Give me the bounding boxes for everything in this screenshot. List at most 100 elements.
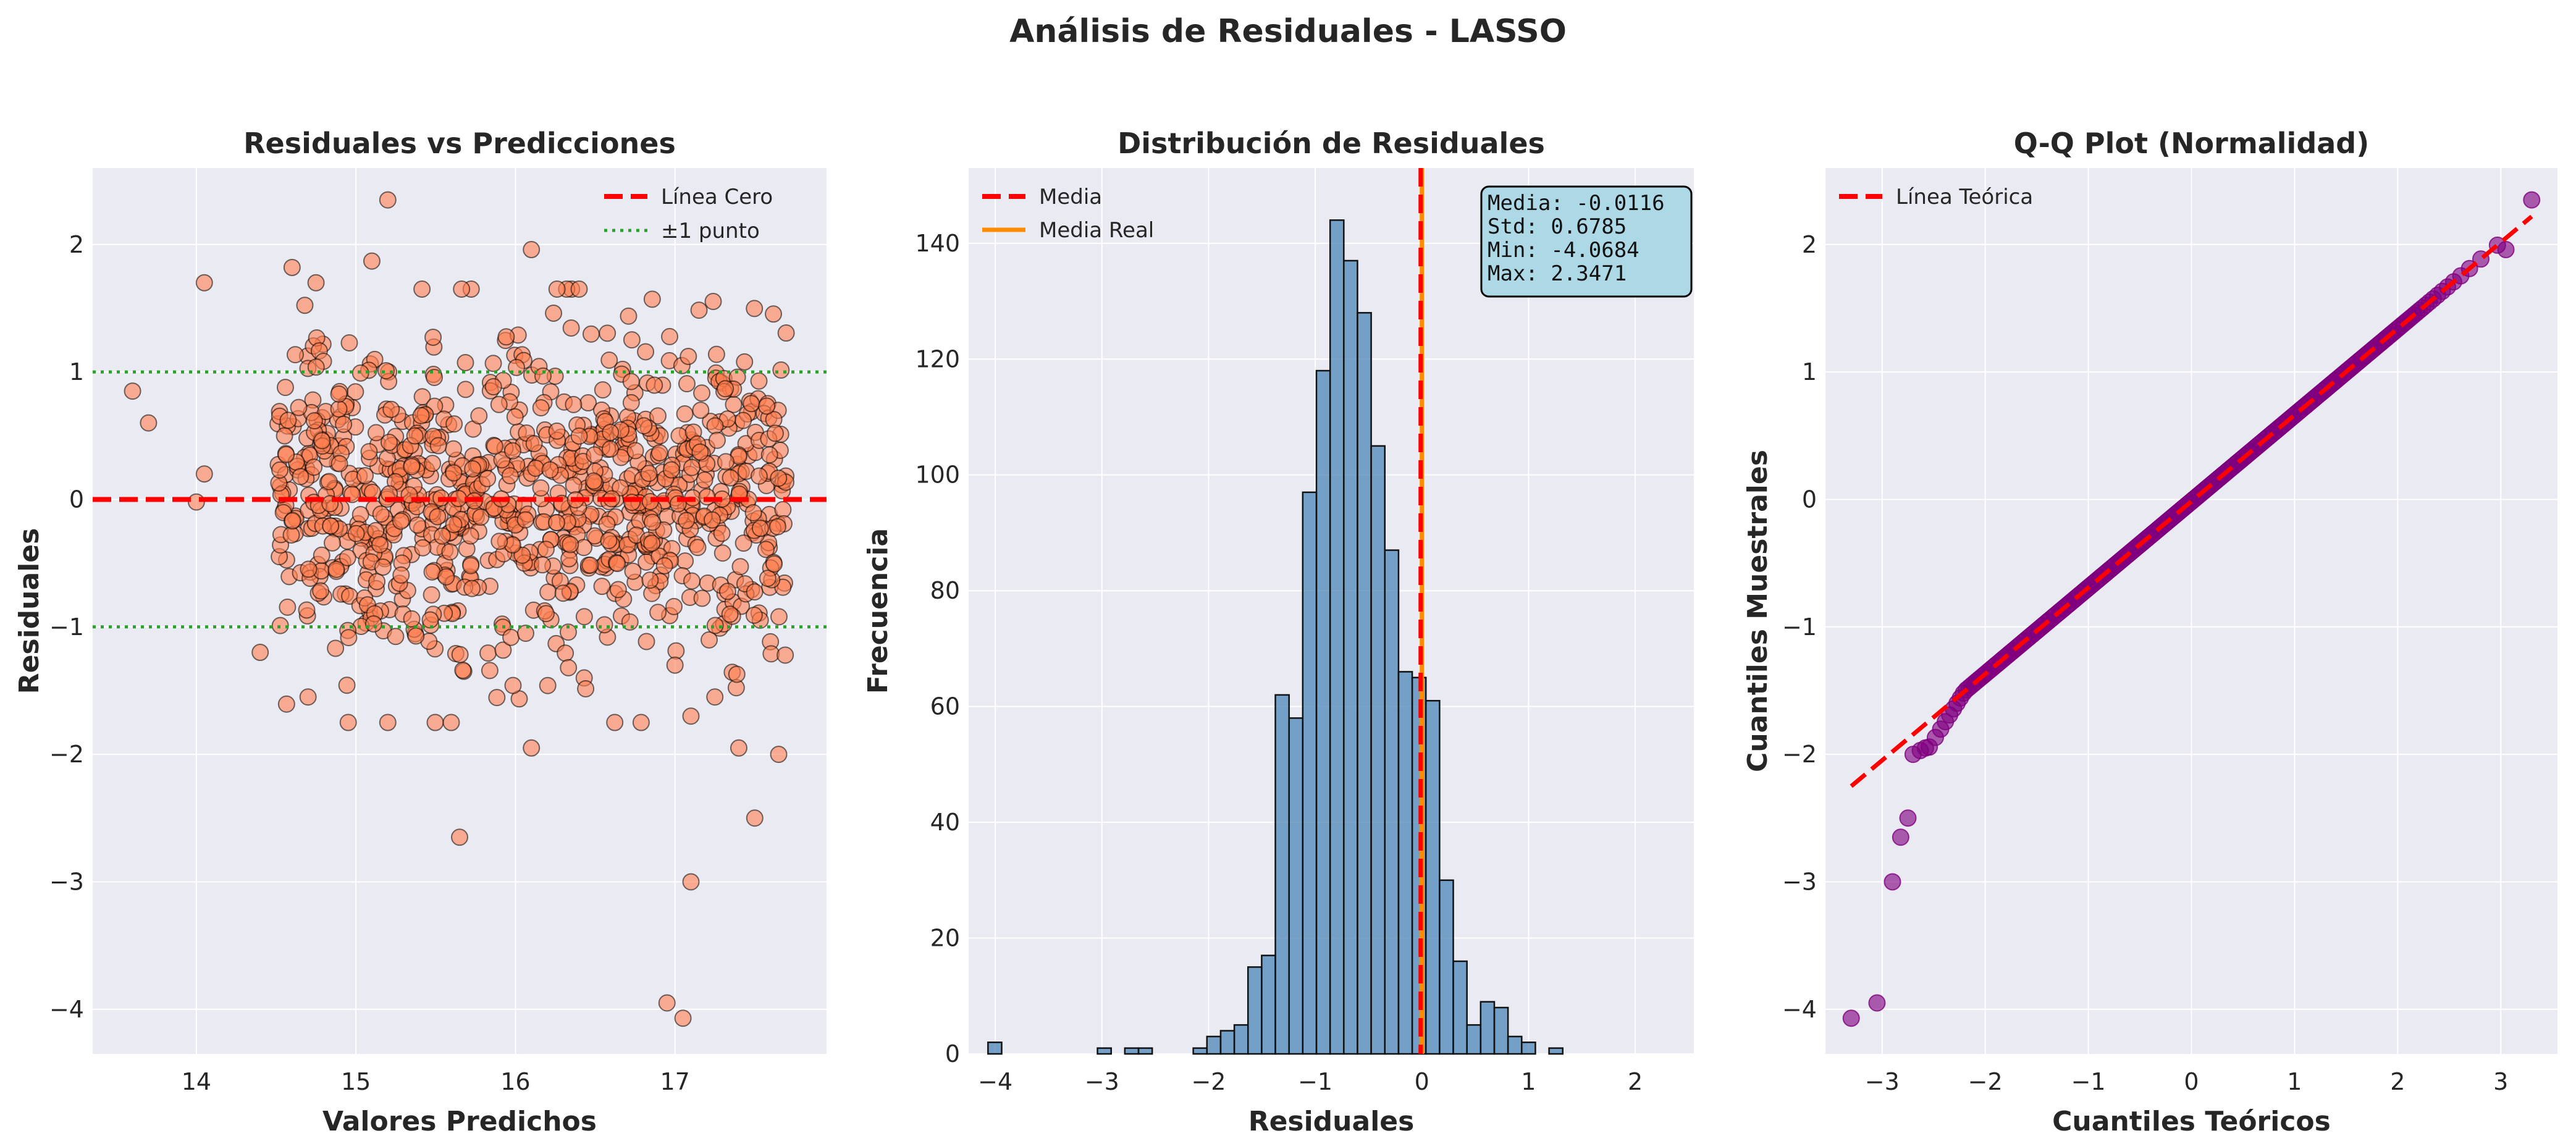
scatter-point bbox=[643, 534, 661, 552]
scatter-point bbox=[777, 646, 794, 664]
scatter-point bbox=[575, 608, 593, 626]
histogram-x-tick-label: −1 bbox=[1298, 1068, 1332, 1095]
residuals-scatter-x-tick-label: 16 bbox=[500, 1068, 530, 1095]
scatter-point bbox=[368, 573, 386, 591]
scatter-point bbox=[746, 809, 764, 827]
scatter-point bbox=[494, 641, 512, 659]
scatter-point bbox=[765, 555, 783, 573]
histogram-bar bbox=[1124, 1047, 1140, 1055]
scatter-point bbox=[523, 241, 541, 259]
qq-plot-y-tick-label: 2 bbox=[1802, 231, 1817, 258]
scatter-point bbox=[721, 605, 739, 623]
scatter-point bbox=[392, 512, 410, 530]
histogram-y-tick-label: 20 bbox=[930, 925, 960, 952]
scatter-point bbox=[632, 714, 650, 731]
histogram-bar bbox=[1397, 671, 1413, 1055]
scatter-point bbox=[461, 527, 479, 545]
histogram-bar bbox=[1425, 700, 1441, 1055]
scatter-point bbox=[637, 343, 655, 361]
scatter-point bbox=[284, 512, 301, 529]
histogram-y-tick-label: 80 bbox=[930, 577, 960, 604]
scatter-point bbox=[426, 714, 444, 731]
stats-line: Media: -0.0116 bbox=[1488, 191, 1665, 216]
scatter-point bbox=[484, 355, 502, 373]
scatter-point bbox=[713, 524, 731, 542]
qq-plot-x-tick-label: −2 bbox=[1968, 1068, 2003, 1095]
scatter-point bbox=[377, 362, 395, 380]
scatter-point bbox=[622, 373, 640, 390]
qq-point bbox=[1892, 828, 1909, 846]
scatter-point bbox=[527, 459, 545, 477]
scatter-point bbox=[599, 324, 617, 342]
scatter-point bbox=[548, 422, 566, 440]
scatter-point bbox=[547, 513, 565, 531]
scatter-point bbox=[693, 589, 711, 607]
scatter-point bbox=[649, 604, 667, 621]
histogram-y-axis-label: Frecuencia bbox=[862, 528, 894, 694]
scatter-point bbox=[372, 505, 390, 523]
scatter-point bbox=[414, 539, 432, 557]
scatter-point bbox=[276, 379, 294, 397]
scatter-point bbox=[581, 556, 599, 574]
scatter-point bbox=[339, 714, 357, 731]
scatter-point bbox=[760, 446, 778, 464]
scatter-point bbox=[557, 644, 575, 662]
scatter-point bbox=[766, 424, 784, 442]
histogram-bar bbox=[1329, 219, 1345, 1055]
stats-box bbox=[1480, 185, 1693, 298]
scatter-point bbox=[279, 411, 297, 429]
residuals-scatter-y-tick-label: −3 bbox=[49, 868, 84, 895]
scatter-point bbox=[744, 503, 762, 521]
scatter-point bbox=[759, 570, 777, 587]
scatter-point bbox=[608, 555, 626, 573]
scatter-point bbox=[271, 461, 289, 479]
scatter-point bbox=[609, 581, 627, 599]
histogram-bar bbox=[1233, 1024, 1249, 1055]
residuals-scatter-y-tick-label: −2 bbox=[49, 741, 84, 768]
histogram-bar bbox=[1343, 259, 1358, 1055]
scatter-point bbox=[339, 549, 356, 566]
histogram-bar bbox=[1261, 954, 1276, 1055]
scatter-point bbox=[718, 583, 736, 600]
scatter-point bbox=[770, 469, 788, 487]
scatter-point bbox=[750, 372, 768, 390]
histogram-bar bbox=[1452, 960, 1468, 1055]
scatter-point bbox=[532, 399, 550, 417]
scatter-point bbox=[683, 572, 701, 590]
histogram-bar bbox=[1493, 1006, 1509, 1055]
histogram-bar bbox=[1357, 312, 1372, 1055]
residual-histogram-panel: −4 −3 −2 −1 0 1 2020406080100120140Distribució… bbox=[862, 127, 1694, 1137]
scatter-point bbox=[606, 714, 624, 731]
scatter-point bbox=[560, 659, 578, 676]
scatter-point bbox=[532, 479, 550, 497]
scatter-point bbox=[586, 446, 604, 464]
scatter-point bbox=[758, 397, 776, 415]
scatter-point bbox=[678, 375, 696, 393]
scatter-point bbox=[667, 642, 685, 660]
histogram-bar bbox=[1370, 445, 1386, 1055]
scatter-point bbox=[371, 536, 389, 554]
scatter-point bbox=[451, 828, 468, 846]
scatter-point bbox=[623, 331, 641, 349]
histogram-x-tick-label: 1 bbox=[1521, 1068, 1536, 1095]
scatter-point bbox=[750, 467, 768, 485]
scatter-point bbox=[777, 324, 795, 342]
scatter-point bbox=[707, 345, 725, 363]
stats-line: Max: 2.3471 bbox=[1488, 261, 1627, 286]
scatter-point bbox=[701, 631, 718, 649]
qq-plot-x-tick-label: 1 bbox=[2287, 1068, 2302, 1095]
scatter-point bbox=[736, 353, 754, 371]
scatter-point bbox=[433, 527, 451, 545]
qq-plot-y-tick-label: −1 bbox=[1782, 613, 1817, 641]
scatter-point bbox=[364, 615, 382, 633]
scatter-point bbox=[622, 394, 640, 411]
scatter-point bbox=[602, 440, 620, 458]
histogram-x-tick-label: 0 bbox=[1415, 1068, 1429, 1095]
scatter-point bbox=[626, 442, 644, 460]
scatter-point bbox=[453, 280, 471, 298]
scatter-point bbox=[548, 280, 566, 298]
scatter-point bbox=[187, 493, 205, 511]
scatter-point bbox=[479, 469, 497, 487]
histogram-bar bbox=[1096, 1047, 1112, 1055]
